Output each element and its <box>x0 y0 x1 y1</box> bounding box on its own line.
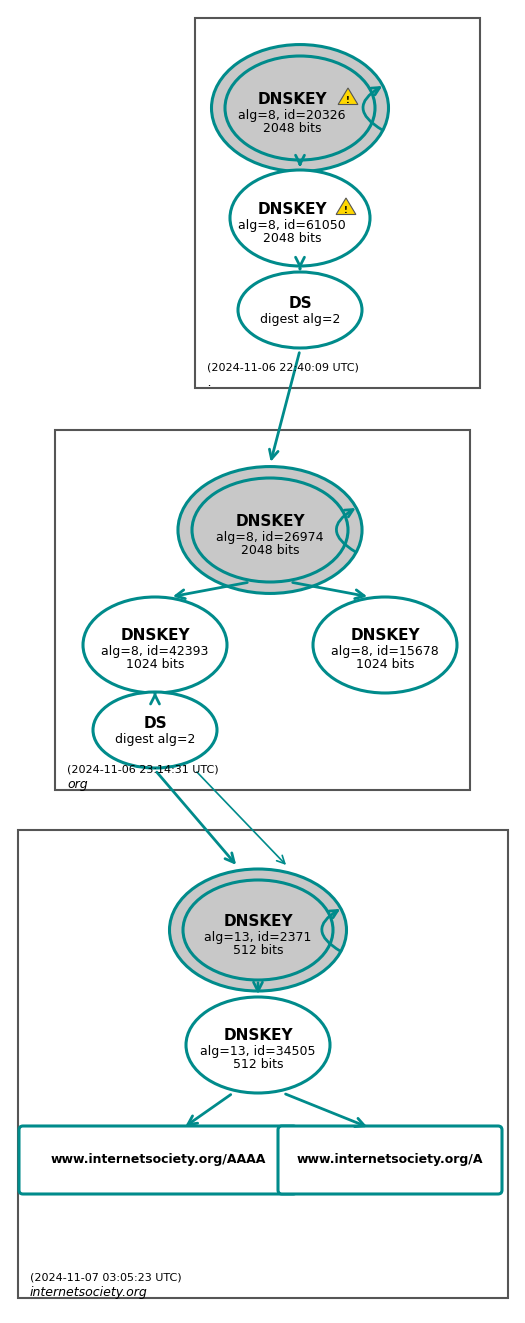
Ellipse shape <box>178 467 362 594</box>
Text: internetsociety.org: internetsociety.org <box>30 1286 148 1299</box>
Text: digest alg=2: digest alg=2 <box>260 314 340 327</box>
Text: DNSKEY: DNSKEY <box>120 628 190 643</box>
Text: 512 bits: 512 bits <box>233 943 284 957</box>
Text: www.internetsociety.org/AAAA: www.internetsociety.org/AAAA <box>50 1154 266 1167</box>
FancyBboxPatch shape <box>55 430 470 790</box>
Text: alg=8, id=26974: alg=8, id=26974 <box>216 531 324 544</box>
Text: alg=13, id=2371: alg=13, id=2371 <box>204 930 312 943</box>
Text: alg=8, id=15678: alg=8, id=15678 <box>331 646 439 659</box>
Text: DS: DS <box>143 717 167 732</box>
Ellipse shape <box>230 169 370 266</box>
Text: 2048 bits: 2048 bits <box>262 122 321 135</box>
Text: DNSKEY: DNSKEY <box>223 913 293 929</box>
Text: digest alg=2: digest alg=2 <box>115 733 195 746</box>
Text: 2048 bits: 2048 bits <box>262 232 321 245</box>
Text: 1024 bits: 1024 bits <box>356 659 414 672</box>
Text: .: . <box>207 376 211 389</box>
Text: alg=8, id=20326: alg=8, id=20326 <box>238 108 346 122</box>
Text: alg=13, id=34505: alg=13, id=34505 <box>200 1045 316 1058</box>
Text: !: ! <box>344 205 348 214</box>
Ellipse shape <box>313 597 457 693</box>
Text: www.internetsociety.org/A: www.internetsociety.org/A <box>297 1154 483 1167</box>
Text: DNSKEY: DNSKEY <box>350 628 420 643</box>
Text: DNSKEY: DNSKEY <box>235 513 305 528</box>
Text: !: ! <box>346 95 350 105</box>
Ellipse shape <box>225 56 375 160</box>
Ellipse shape <box>93 692 217 767</box>
Polygon shape <box>336 198 356 214</box>
Text: org: org <box>67 778 88 791</box>
FancyBboxPatch shape <box>19 1126 297 1193</box>
Text: DNSKEY: DNSKEY <box>223 1028 293 1044</box>
Polygon shape <box>338 89 358 105</box>
Text: DS: DS <box>288 296 312 311</box>
Text: (2024-11-06 23:14:31 UTC): (2024-11-06 23:14:31 UTC) <box>67 763 218 774</box>
Text: 1024 bits: 1024 bits <box>126 659 184 672</box>
FancyBboxPatch shape <box>195 19 480 388</box>
Ellipse shape <box>212 45 388 172</box>
Ellipse shape <box>192 478 348 582</box>
Text: DNSKEY: DNSKEY <box>257 201 327 217</box>
Text: alg=8, id=61050: alg=8, id=61050 <box>238 218 346 232</box>
FancyBboxPatch shape <box>18 830 508 1298</box>
Ellipse shape <box>238 273 362 348</box>
Text: (2024-11-06 22:40:09 UTC): (2024-11-06 22:40:09 UTC) <box>207 363 359 372</box>
Text: DNSKEY: DNSKEY <box>257 91 327 106</box>
Ellipse shape <box>186 998 330 1093</box>
Text: (2024-11-07 03:05:23 UTC): (2024-11-07 03:05:23 UTC) <box>30 1271 182 1282</box>
Ellipse shape <box>183 880 333 980</box>
Ellipse shape <box>170 869 346 991</box>
Text: 2048 bits: 2048 bits <box>241 544 299 557</box>
FancyBboxPatch shape <box>278 1126 502 1193</box>
Ellipse shape <box>83 597 227 693</box>
Text: 512 bits: 512 bits <box>233 1058 284 1072</box>
Text: alg=8, id=42393: alg=8, id=42393 <box>101 646 209 659</box>
